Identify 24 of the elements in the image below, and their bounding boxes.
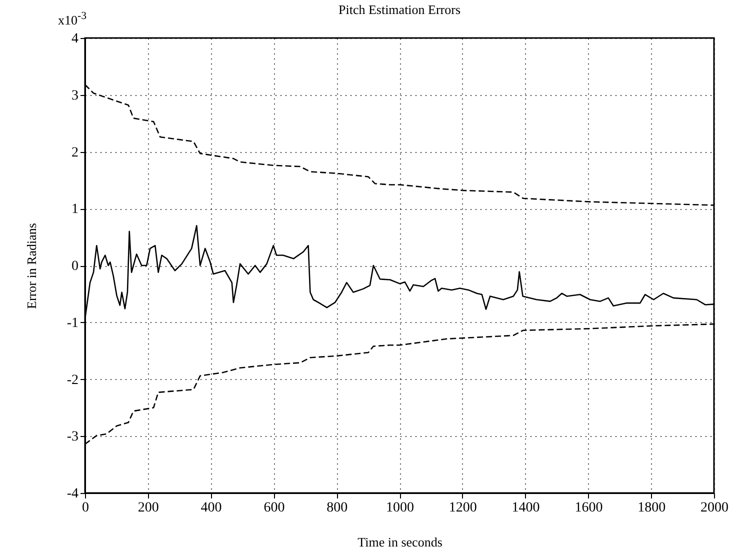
y-axis-title: Error in Radians <box>24 223 39 309</box>
x-tick-label: 2000 <box>700 500 728 516</box>
chart-title: Pitch Estimation Errors <box>338 2 461 17</box>
y-tick-label: 1 <box>72 202 78 218</box>
y-tick-label: -4 <box>66 486 78 502</box>
x-tick-label: 600 <box>264 500 285 516</box>
y-tick-label: 4 <box>72 32 78 46</box>
x-tick-label: 1800 <box>638 500 666 516</box>
y-tick-label: 3 <box>72 88 78 104</box>
x-tick-label: 1600 <box>574 500 603 516</box>
x-tick-label: 0 <box>82 500 89 516</box>
y-tick-label: -1 <box>66 316 78 331</box>
x-axis-title: Time in seconds <box>358 534 442 550</box>
x-tick-label: 1200 <box>448 500 477 516</box>
y-tick-label: -3 <box>66 430 78 445</box>
x-tick-label: 400 <box>200 500 222 516</box>
x-tick-label: 1400 <box>512 500 540 516</box>
text: x10$^{-3}$ <box>58 10 87 28</box>
x-tick-label: 800 <box>326 500 348 516</box>
x-tick-label: 1000 <box>386 500 414 516</box>
y-tick-label: -2 <box>66 372 78 388</box>
x-tick-label: 200 <box>138 500 159 516</box>
y-tick-label: 2 <box>72 145 78 160</box>
y-tick-label: 0 <box>72 259 78 274</box>
